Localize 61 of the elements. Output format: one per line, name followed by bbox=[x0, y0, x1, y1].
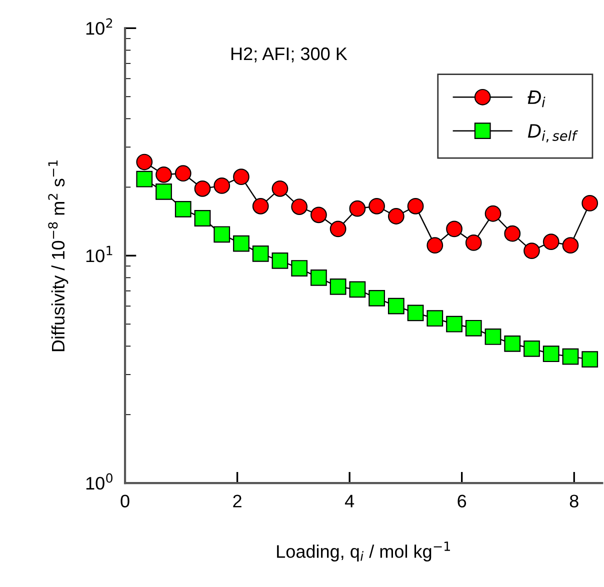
x-tick-label: 2 bbox=[233, 494, 242, 508]
point bbox=[349, 200, 366, 217]
point bbox=[524, 242, 540, 260]
legend-label: D$_{i,self}$ bbox=[528, 124, 578, 142]
point bbox=[156, 184, 172, 200]
point bbox=[252, 245, 269, 262]
annotation: H2; AFI; 300 K bbox=[231, 47, 348, 62]
point bbox=[330, 220, 346, 238]
point bbox=[272, 252, 288, 269]
point bbox=[156, 166, 172, 183]
point bbox=[214, 178, 230, 194]
x-tick-label: 6 bbox=[458, 494, 466, 508]
point bbox=[214, 226, 230, 243]
y-axis-title: Diffusivity / 10$^{−8}$ m$^{2}$ s$^{−1}$ bbox=[48, 160, 68, 352]
point bbox=[136, 154, 153, 170]
point bbox=[562, 348, 579, 365]
point bbox=[388, 208, 404, 224]
point bbox=[582, 195, 598, 212]
point bbox=[542, 346, 560, 362]
point bbox=[524, 340, 540, 357]
point bbox=[368, 198, 385, 214]
x-tick-label: 0 bbox=[120, 494, 130, 508]
point bbox=[252, 198, 269, 214]
y-tick-label: 10$^{2}$ bbox=[86, 18, 112, 35]
x-tick-label: 8 bbox=[570, 494, 578, 508]
point bbox=[291, 260, 308, 276]
point bbox=[407, 304, 424, 322]
point bbox=[582, 351, 598, 368]
point bbox=[330, 278, 346, 295]
point bbox=[446, 220, 462, 238]
point bbox=[504, 225, 521, 242]
point bbox=[542, 234, 560, 250]
point bbox=[426, 237, 444, 254]
point bbox=[194, 210, 211, 226]
point bbox=[465, 234, 482, 251]
point bbox=[368, 290, 385, 306]
point bbox=[310, 206, 327, 224]
point bbox=[272, 180, 288, 197]
point bbox=[388, 298, 404, 314]
point bbox=[349, 281, 366, 298]
y-tick-label: 10$^{1}$ bbox=[86, 246, 112, 262]
legend-label: Đ$_{i}$ bbox=[528, 90, 546, 108]
point bbox=[465, 320, 482, 336]
point bbox=[504, 336, 521, 352]
point bbox=[233, 168, 250, 186]
y-tick-label: 10$^{0}$ bbox=[86, 473, 112, 490]
point bbox=[136, 170, 153, 188]
point bbox=[194, 180, 211, 197]
point bbox=[407, 198, 424, 214]
x-tick-label: 4 bbox=[344, 494, 354, 508]
point bbox=[174, 165, 192, 182]
point bbox=[484, 328, 502, 345]
point bbox=[291, 198, 308, 215]
x-axis-title: Loading, q$_{i}$ / mol kg$^{−1}$ bbox=[277, 542, 450, 562]
point bbox=[310, 269, 327, 286]
point bbox=[233, 235, 250, 252]
point bbox=[484, 205, 502, 222]
point bbox=[446, 316, 462, 332]
point bbox=[174, 201, 192, 218]
point bbox=[562, 237, 579, 254]
point bbox=[426, 310, 444, 327]
